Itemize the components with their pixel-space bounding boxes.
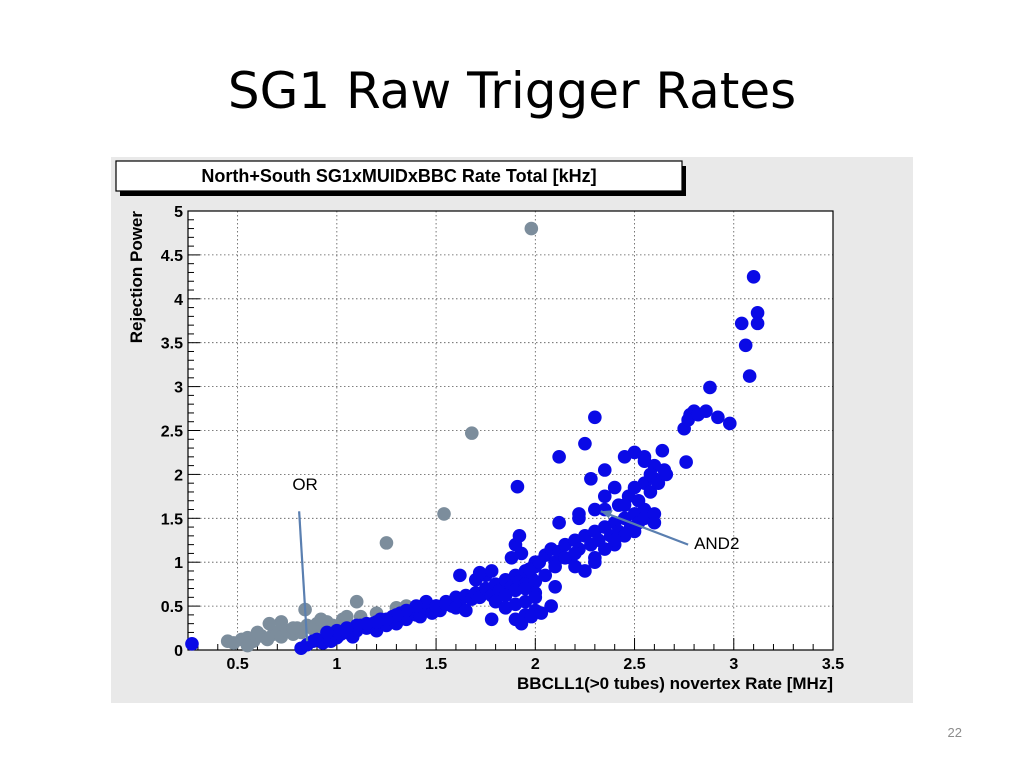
y-tick-label: 1.5	[161, 511, 183, 528]
data-point-or	[379, 536, 394, 550]
data-point-or	[286, 621, 300, 635]
y-tick-label: 2.5	[161, 424, 183, 441]
data-point-and2	[472, 565, 487, 580]
y-tick-label: 5	[174, 204, 183, 221]
data-point-and2	[588, 410, 602, 425]
data-point-and2	[734, 316, 749, 331]
x-tick-label: 0.5	[226, 656, 248, 673]
data-point-and2	[552, 450, 566, 464]
data-point-and2	[703, 380, 717, 395]
y-tick-label: 0	[174, 643, 183, 660]
data-point-or	[349, 594, 364, 609]
y-tick-label: 3	[174, 380, 183, 397]
annotations: OR AND2	[292, 475, 739, 642]
data-point-and2	[584, 471, 598, 486]
data-point-and2	[568, 559, 582, 574]
x-tick-label: 3.5	[822, 656, 844, 673]
data-point-or	[465, 426, 479, 440]
data-point-and2	[607, 480, 622, 495]
x-tick-label: 2	[531, 656, 540, 673]
data-point-or	[339, 609, 354, 624]
data-point-and2	[522, 562, 537, 577]
data-point-and2	[643, 467, 658, 482]
data-point-and2	[647, 515, 662, 530]
data-point-and2	[510, 479, 525, 494]
data-point-and2	[617, 498, 632, 512]
data-point-or	[274, 615, 289, 629]
data-point-and2	[588, 551, 602, 565]
data-point-and2	[651, 476, 666, 490]
data-point-and2	[597, 489, 612, 504]
data-point-and2	[512, 529, 527, 543]
data-point-or	[524, 221, 539, 236]
data-point-and2	[659, 467, 674, 482]
data-point-and2	[548, 579, 562, 594]
y-axis-label: Rejection Power	[127, 211, 146, 344]
x-tick-label: 1.5	[425, 656, 447, 673]
data-point-and2	[711, 410, 725, 425]
data-point-and2	[453, 568, 467, 583]
data-point-and2	[552, 515, 566, 530]
data-point-and2	[643, 485, 658, 499]
data-point-or	[437, 507, 451, 521]
data-point-and2	[459, 603, 473, 618]
data-point-and2	[514, 616, 529, 631]
data-point-and2	[723, 416, 737, 431]
data-point-and2	[746, 270, 761, 284]
y-tick-label: 2	[174, 467, 183, 484]
data-point-and2	[631, 493, 646, 508]
slide-title: SG1 Raw Trigger Rates	[227, 62, 797, 120]
data-point-and2	[655, 443, 670, 458]
data-point-and2	[738, 338, 753, 353]
data-point-and2	[488, 594, 503, 609]
page-number: 22	[947, 725, 962, 740]
annotation-label-and2: AND2	[694, 534, 739, 553]
data-point-or	[262, 616, 277, 631]
data-point-and2	[320, 625, 334, 640]
x-tick-label: 2.5	[623, 656, 645, 673]
y-tick-label: 0.5	[161, 599, 183, 616]
data-point-and2	[572, 507, 586, 521]
y-tick-label: 3.5	[161, 336, 183, 353]
data-point-and2	[627, 524, 642, 539]
y-tick-label: 4.5	[161, 248, 183, 265]
y-tick-label: 4	[174, 292, 183, 309]
data-point-and2	[597, 463, 612, 477]
data-point-and2	[750, 306, 765, 320]
chart-title-box	[115, 160, 683, 192]
data-point-and2	[750, 316, 765, 331]
chart-title: North+South SG1xMUIDxBBC Rate Total [kHz…	[201, 166, 596, 186]
data-point-and2	[607, 533, 622, 548]
data-point-and2	[568, 546, 582, 561]
annotation-arrow-and2	[600, 510, 689, 546]
data-point-and2	[588, 502, 602, 517]
data-point-or	[314, 612, 328, 627]
data-point-and2	[185, 637, 199, 651]
plot-area-border	[187, 210, 834, 651]
annotation-arrow-or	[298, 511, 309, 642]
annotation-label-or: OR	[292, 475, 318, 494]
x-tick-label: 1	[332, 656, 341, 673]
data-point-and2	[578, 436, 592, 451]
data-point-and2	[484, 612, 499, 627]
data-point-and2	[679, 455, 693, 469]
data-point-and2	[637, 454, 652, 469]
x-tick-label: 3	[729, 656, 738, 673]
data-point-and2	[484, 564, 499, 578]
x-axis-label: BBCLL1(>0 tubes) novertex Rate [MHz]	[517, 674, 833, 693]
data-point-and2	[528, 590, 543, 605]
annotation-arrowhead-and2	[600, 510, 613, 519]
data-point-and2	[742, 369, 757, 383]
data-point-and2	[538, 568, 553, 583]
data-point-or	[240, 638, 255, 653]
data-point-and2	[699, 404, 713, 418]
scatter-plot: North+South SG1xMUIDxBBC Rate Total [kHz…	[111, 157, 913, 703]
data-point-or	[250, 625, 265, 640]
data-point-and2	[548, 559, 562, 574]
data-point-and2	[528, 574, 543, 589]
data-point-and2	[544, 599, 558, 613]
y-tick-label: 1	[174, 555, 183, 572]
data-point-and2	[534, 606, 549, 620]
data-point-and2	[627, 445, 642, 460]
